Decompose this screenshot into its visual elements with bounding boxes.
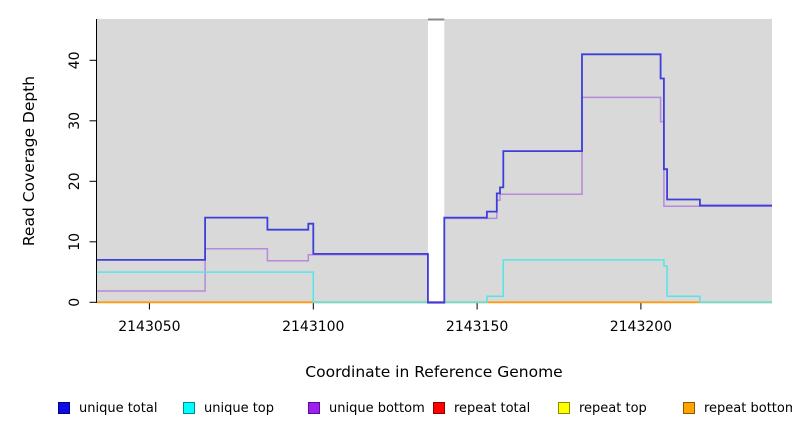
x-tick-label: 2143150 xyxy=(446,319,508,335)
x-tick-label: 2143200 xyxy=(610,319,672,335)
series-line-unique-total xyxy=(97,53,772,304)
legend-swatch-repeat-bottom xyxy=(683,402,695,414)
legend-swatch-unique-bottom xyxy=(308,402,320,414)
x-tick-label: 2143100 xyxy=(282,319,344,335)
coverage-gap-top-edge xyxy=(427,18,445,21)
legend-label-repeat-top: repeat top xyxy=(579,400,647,416)
legend-item-unique-top: unique top xyxy=(183,400,275,416)
legend-item-repeat-bottom: repeat bottom xyxy=(683,400,792,416)
legend-item-unique-total: unique total xyxy=(58,400,158,416)
legend-label-unique-top: unique top xyxy=(204,400,275,416)
y-tick-label: 0 xyxy=(67,298,83,307)
legend-swatch-unique-total xyxy=(58,402,70,414)
legend-label-repeat-total: repeat total xyxy=(454,400,531,416)
legend-label-repeat-bottom: repeat bottom xyxy=(704,400,792,416)
y-tick-label: 30 xyxy=(67,112,83,130)
legend-item-repeat-top: repeat top xyxy=(558,400,647,416)
legend-label-unique-bottom: unique bottom xyxy=(329,400,425,416)
legend-label-unique-total: unique total xyxy=(79,400,158,416)
y-tick-label: 10 xyxy=(67,233,83,251)
x-axis-title: Coordinate in Reference Genome xyxy=(305,363,563,381)
legend-item-repeat-total: repeat total xyxy=(433,400,531,416)
coverage-gap-band xyxy=(427,19,445,303)
legend-swatch-unique-top xyxy=(183,402,195,414)
series-line-unique-top xyxy=(97,259,772,304)
y-axis-title: Read Coverage Depth xyxy=(20,75,38,247)
y-tick-label: 40 xyxy=(67,51,83,69)
x-tick-label: 2143050 xyxy=(118,319,180,335)
legend-item-unique-bottom: unique bottom xyxy=(308,400,425,416)
legend-swatch-repeat-top xyxy=(558,402,570,414)
y-tick-label: 20 xyxy=(67,172,83,190)
legend-swatch-repeat-total xyxy=(433,402,445,414)
